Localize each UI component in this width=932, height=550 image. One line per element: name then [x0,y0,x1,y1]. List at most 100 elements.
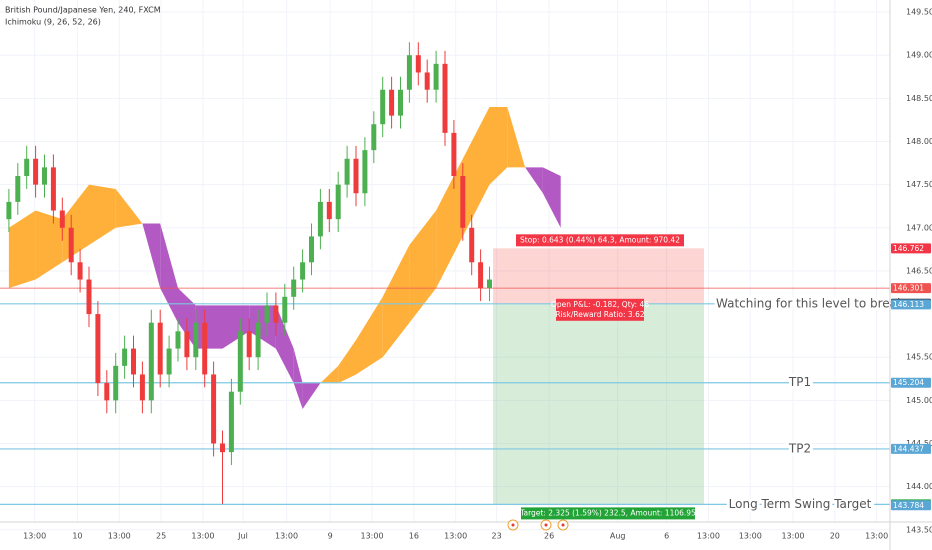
candle-body [415,55,421,73]
y-tick-label: 144.000 [906,482,932,491]
target-zone [493,303,704,505]
target-label: Target: 2.325 (1.59%) 232.5, Amount: 110… [519,508,696,517]
price-label-box [891,500,931,511]
candle-body [184,331,190,358]
candle-body [202,322,208,375]
price-label: 146.113 [893,300,924,309]
candle-body [255,322,261,358]
candle-body [371,124,377,151]
y-tick-label: 149.000 [906,51,932,60]
candle-body [406,55,412,90]
candle-body [389,89,395,116]
level-annotation: TP1 [788,375,811,389]
candle-body [6,201,12,220]
stop-label: Stop: 0.643 (0.44%) 64.3, Amount: 970.42 [520,235,680,244]
x-tick-label: 16 [409,532,419,541]
candle-body [68,227,74,263]
candle-body [50,167,56,211]
event-icon [561,523,565,527]
price-label: 146.301 [893,284,924,293]
candle-body [335,184,341,220]
candle-body [166,348,172,375]
candle-body [309,236,314,263]
plot-area: Watching for this level to break TP1 TP2 Lo… [0,0,905,531]
price-label-box [891,283,931,294]
x-tick-label: 9 [328,532,333,541]
y-tick-label: 143.500 [906,525,932,534]
ichimoku-cloud [195,305,223,349]
candle-body [42,167,47,185]
price-label: 145.204 [893,378,924,387]
ichimoku-cloud [542,167,561,228]
price-label: 143.784 [893,501,924,510]
level-annotation: TP2 [788,441,811,455]
event-icon [511,523,515,527]
x-tick-label: 13:00 [865,532,888,541]
x-tick-label: 20 [830,532,840,541]
chart-title: British Pound/Japanese Yen, 240, FXCM [5,6,161,15]
ichimoku-cloud [115,188,143,228]
candle-body [326,201,332,220]
x-tick-label: 26 [544,532,554,541]
candle-body [131,348,136,375]
candle-body [282,296,288,323]
ichimoku-cloud [142,223,161,289]
pnl-label-box [556,298,644,311]
x-tick-label: 13:00 [191,532,214,541]
candle-body [424,72,430,90]
ichimoku-cloud [525,167,543,194]
x-tick-label: 10 [72,532,82,541]
y-tick-label: 147.500 [906,180,932,189]
ichimoku-cloud [302,383,321,409]
candle-body [237,331,243,392]
y-tick-label: 145.000 [906,396,932,405]
candle-body [478,262,484,289]
y-tick-label: 144.500 [906,439,932,448]
ichimoku-cloud [35,210,63,280]
level-annotation: Long Term Swing Target [729,497,872,511]
x-tick-label: 13:00 [23,532,46,541]
candle-body [33,158,39,185]
y-tick-label: 145.500 [906,353,932,362]
candle-body [122,348,128,366]
x-tick-label: 13:00 [275,532,298,541]
x-tick-label: 13:00 [739,532,762,541]
candle-body [442,63,448,133]
candle-body [246,331,252,358]
candle-body [24,158,30,177]
candle-body [487,279,492,289]
candle-body [139,374,145,401]
event-icon [544,523,548,527]
ichimoku-cloud [489,106,508,185]
candle-body [300,262,306,280]
price-label-box [891,377,931,388]
stop-label-box [516,234,684,247]
price-label-box [891,443,931,454]
y-tick-label: 147.000 [906,223,932,232]
candle-body [344,158,350,185]
candle-body [77,262,83,280]
x-tick-label: 13:00 [360,532,383,541]
indicator-label: Ichimoku (9, 26, 52, 26) [5,18,101,27]
ichimoku-cloud [409,210,437,323]
candle-body [469,227,475,263]
event-icons [507,519,569,531]
ratio-label-box [556,308,644,321]
x-tick-label: 25 [156,532,166,541]
x-tick-label: Aug [610,532,626,541]
ratio-label: Risk/Reward Ratio: 3.62 [555,310,644,319]
candle-body [398,89,403,116]
candle-body [228,391,234,453]
ichimoku-cloud [338,339,356,384]
candle-body [157,322,163,375]
candle-body [451,132,457,177]
target-label-box [521,507,695,520]
ichimoku-cloud [320,365,339,384]
pnl-label: Open P&L: -0.182, Qty: 46 [551,300,649,309]
x-tick-label: Jul [237,532,248,541]
ichimoku-cloud [436,158,463,289]
candle-body [291,279,297,297]
candle-body [95,314,101,384]
